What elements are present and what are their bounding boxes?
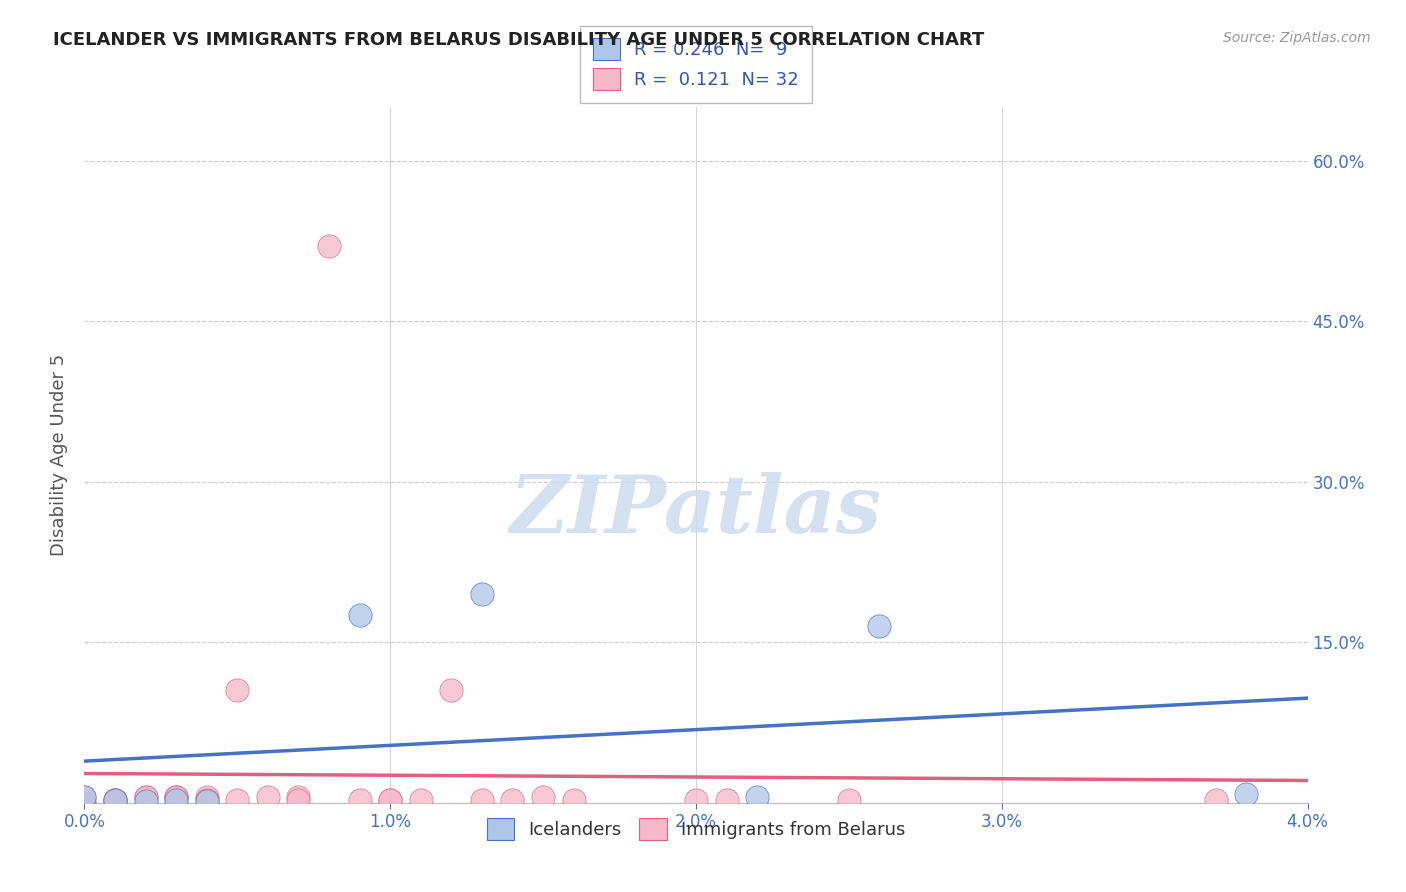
Point — [1236, 787, 1258, 801]
Point — [471, 792, 494, 806]
Point — [165, 790, 187, 805]
Y-axis label: Disability Age Under 5: Disability Age Under 5 — [51, 354, 69, 556]
Point — [531, 790, 554, 805]
Point — [716, 792, 738, 806]
Point — [165, 790, 187, 805]
Point — [471, 587, 494, 601]
Point — [562, 792, 585, 806]
Point — [349, 792, 371, 806]
Point — [165, 792, 187, 806]
Point — [104, 792, 127, 806]
Point — [195, 790, 218, 805]
Point — [104, 792, 127, 806]
Point — [349, 608, 371, 623]
Point — [409, 792, 432, 806]
Point — [287, 792, 309, 806]
Point — [135, 794, 157, 808]
Point — [73, 796, 96, 810]
Legend: Icelanders, Immigrants from Belarus: Icelanders, Immigrants from Belarus — [478, 809, 914, 849]
Point — [104, 792, 127, 806]
Point — [104, 792, 127, 806]
Point — [73, 790, 96, 805]
Point — [287, 790, 309, 805]
Point — [1205, 792, 1227, 806]
Text: ICELANDER VS IMMIGRANTS FROM BELARUS DISABILITY AGE UNDER 5 CORRELATION CHART: ICELANDER VS IMMIGRANTS FROM BELARUS DIS… — [53, 31, 984, 49]
Point — [869, 619, 891, 633]
Point — [226, 683, 249, 698]
Text: ZIPatlas: ZIPatlas — [510, 472, 882, 549]
Point — [380, 792, 402, 806]
Point — [73, 796, 96, 810]
Point — [502, 792, 524, 806]
Point — [257, 790, 280, 805]
Point — [135, 790, 157, 805]
Point — [685, 792, 707, 806]
Point — [226, 792, 249, 806]
Text: Source: ZipAtlas.com: Source: ZipAtlas.com — [1223, 31, 1371, 45]
Point — [440, 683, 463, 698]
Point — [747, 790, 769, 805]
Point — [838, 792, 860, 806]
Point — [135, 790, 157, 805]
Point — [165, 790, 187, 805]
Point — [318, 239, 340, 253]
Point — [195, 792, 218, 806]
Point — [380, 792, 402, 806]
Point — [73, 790, 96, 805]
Point — [195, 794, 218, 808]
